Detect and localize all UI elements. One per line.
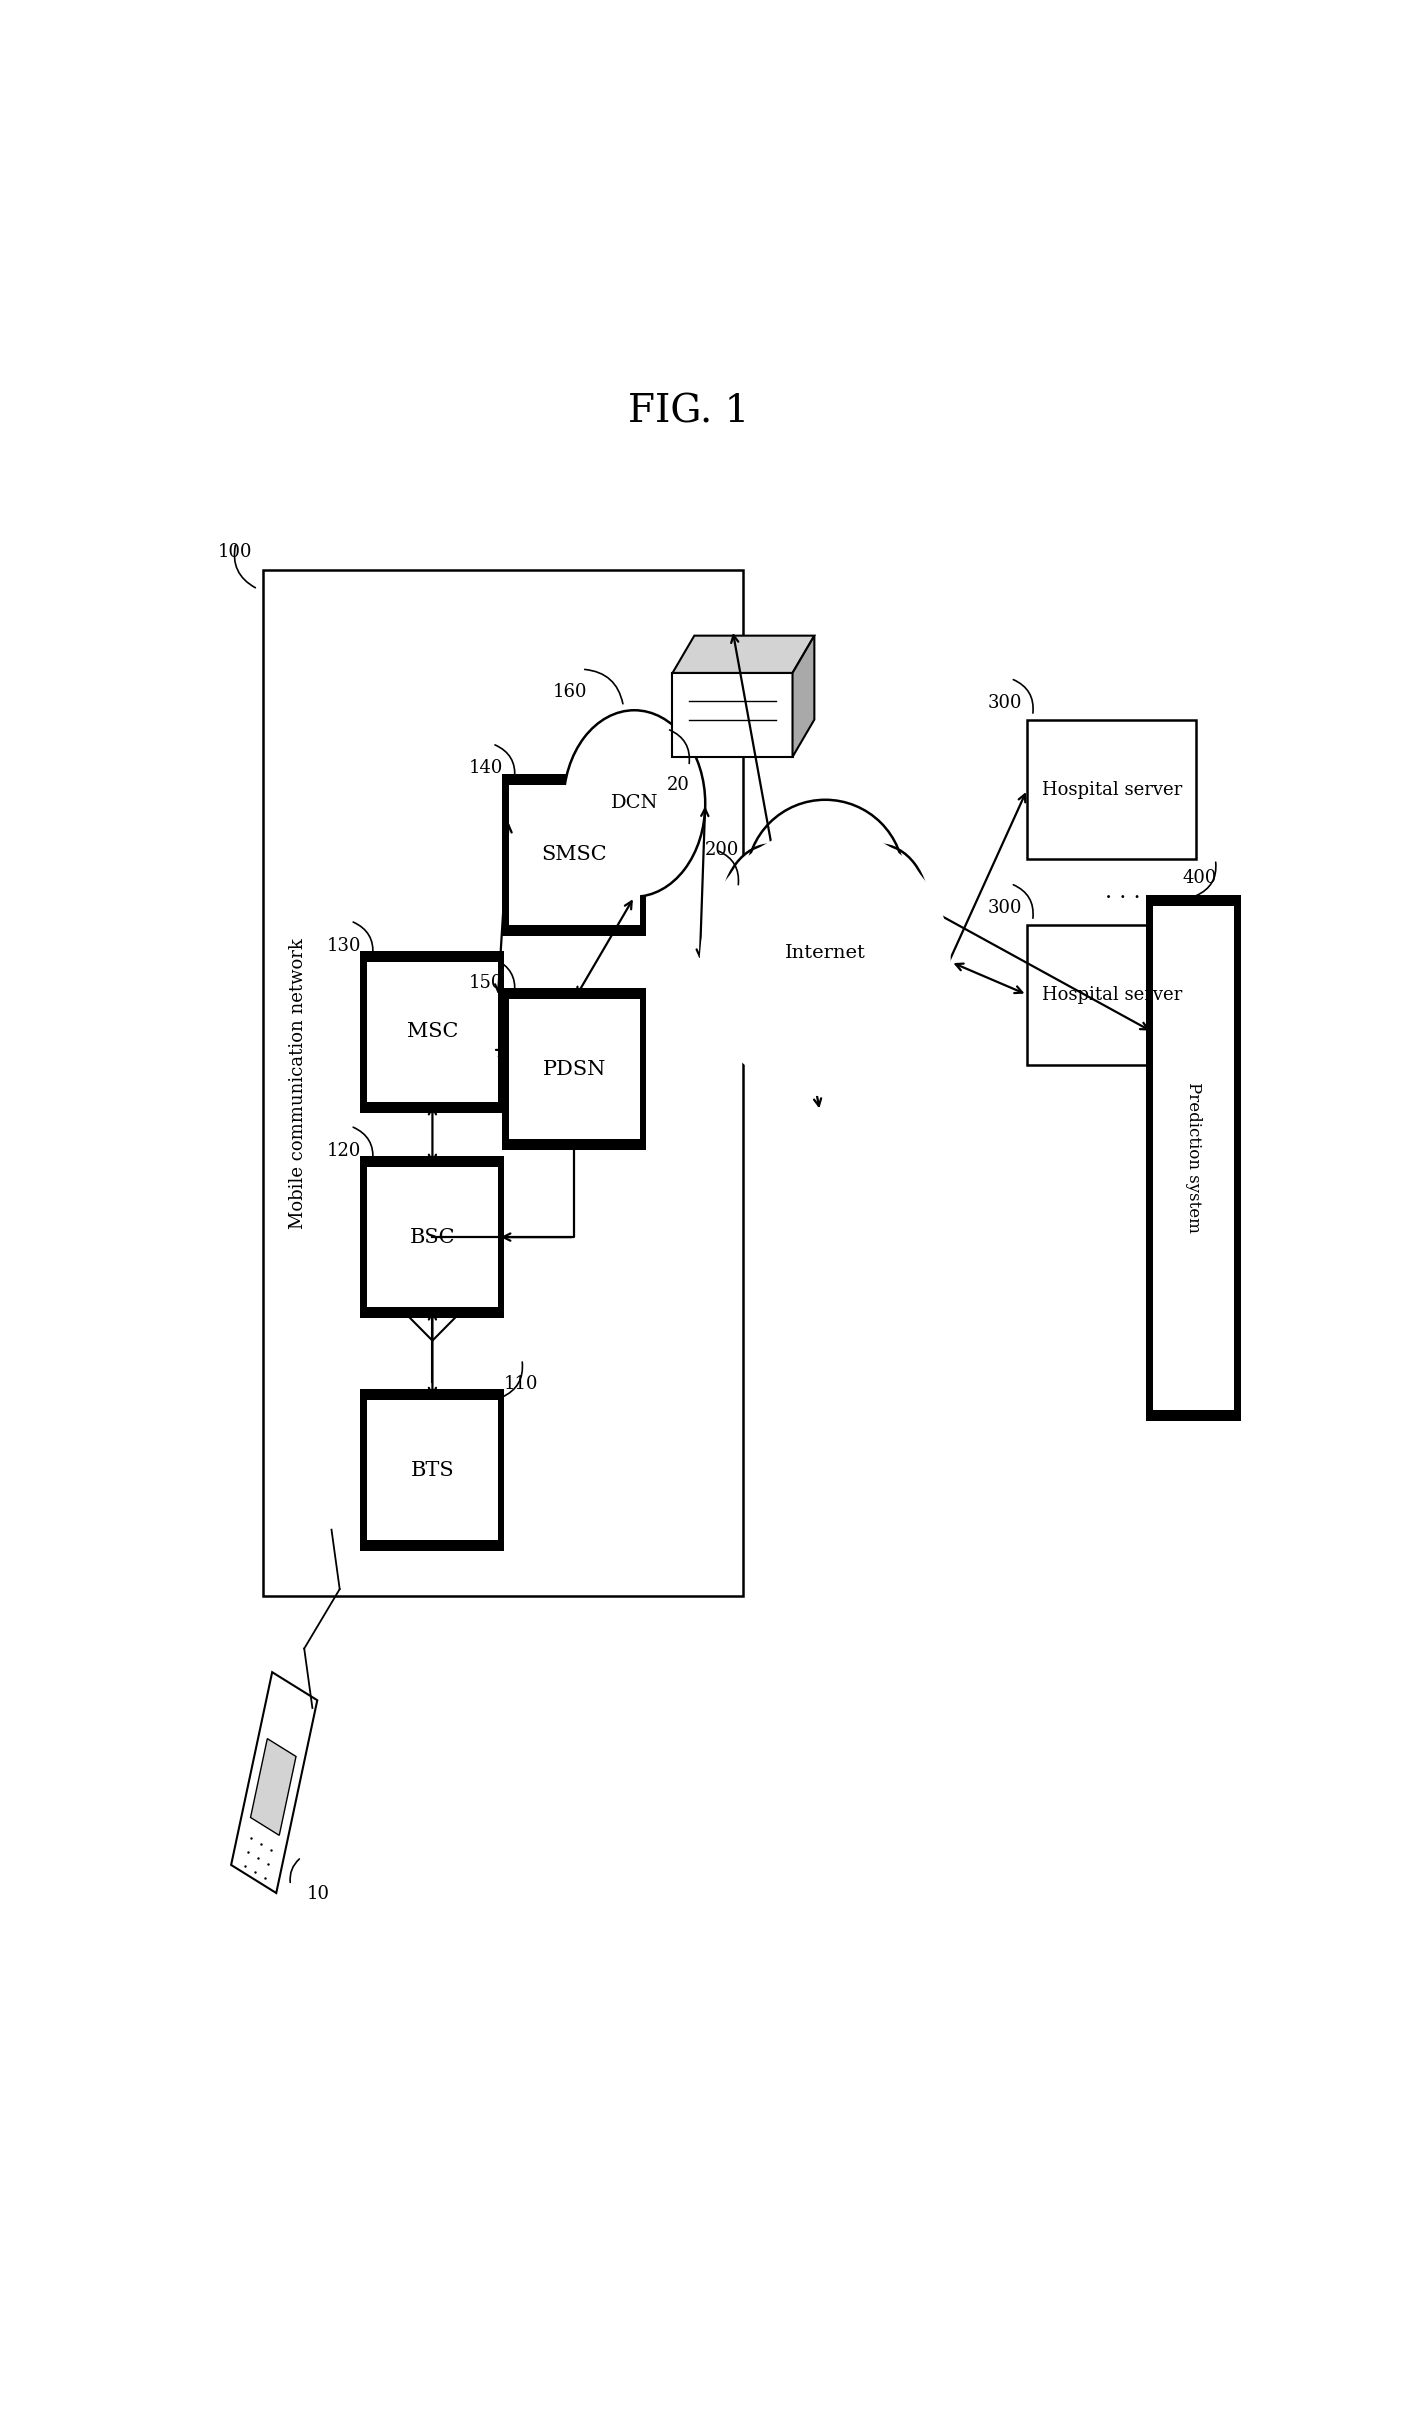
Ellipse shape [563, 710, 705, 896]
Ellipse shape [755, 957, 897, 1061]
Polygon shape [673, 673, 793, 756]
Text: 160: 160 [552, 683, 587, 700]
Text: BTS: BTS [411, 1460, 455, 1480]
Text: 300: 300 [987, 899, 1022, 918]
Ellipse shape [746, 799, 904, 957]
FancyBboxPatch shape [1153, 906, 1235, 1410]
FancyBboxPatch shape [503, 988, 646, 1150]
FancyBboxPatch shape [367, 962, 498, 1102]
FancyBboxPatch shape [1028, 925, 1197, 1066]
FancyBboxPatch shape [263, 569, 743, 1596]
Ellipse shape [831, 845, 929, 976]
Text: 20: 20 [667, 775, 690, 794]
FancyBboxPatch shape [367, 1400, 498, 1540]
Text: 300: 300 [987, 695, 1022, 712]
FancyBboxPatch shape [508, 1000, 639, 1138]
Polygon shape [231, 1671, 317, 1894]
Polygon shape [673, 635, 814, 673]
FancyBboxPatch shape [367, 1167, 498, 1308]
Text: Internet: Internet [784, 945, 866, 962]
Text: SMSC: SMSC [542, 845, 607, 865]
Text: 150: 150 [469, 974, 504, 993]
Text: 100: 100 [218, 543, 252, 562]
Text: 120: 120 [327, 1141, 362, 1160]
FancyBboxPatch shape [360, 1390, 504, 1553]
FancyBboxPatch shape [1146, 894, 1240, 1422]
Text: PDSN: PDSN [542, 1061, 605, 1078]
Ellipse shape [718, 940, 824, 1051]
Text: Prediction system: Prediction system [1186, 1083, 1202, 1233]
Text: DCN: DCN [611, 794, 658, 811]
Text: 140: 140 [469, 761, 504, 777]
Text: Mobile communication network: Mobile communication network [289, 937, 307, 1228]
Text: 200: 200 [705, 840, 739, 860]
Text: Hospital server: Hospital server [1042, 986, 1181, 1003]
FancyBboxPatch shape [360, 1155, 504, 1318]
Ellipse shape [703, 896, 794, 1008]
Polygon shape [793, 635, 814, 756]
Polygon shape [251, 1739, 296, 1836]
Text: BSC: BSC [410, 1228, 455, 1247]
Text: MSC: MSC [407, 1022, 458, 1041]
Text: . . .: . . . [1105, 882, 1140, 903]
FancyBboxPatch shape [503, 773, 646, 935]
Text: 130: 130 [327, 937, 362, 954]
Text: 110: 110 [504, 1376, 538, 1393]
Ellipse shape [856, 896, 948, 1008]
Ellipse shape [828, 940, 932, 1051]
Text: 10: 10 [307, 1884, 329, 1904]
Text: 400: 400 [1183, 869, 1217, 886]
Text: Hospital server: Hospital server [1042, 780, 1181, 799]
FancyBboxPatch shape [1028, 719, 1197, 860]
Ellipse shape [721, 845, 819, 976]
Text: FIG. 1: FIG. 1 [628, 392, 749, 431]
Ellipse shape [700, 828, 950, 1097]
FancyBboxPatch shape [508, 785, 639, 925]
FancyBboxPatch shape [360, 952, 504, 1114]
